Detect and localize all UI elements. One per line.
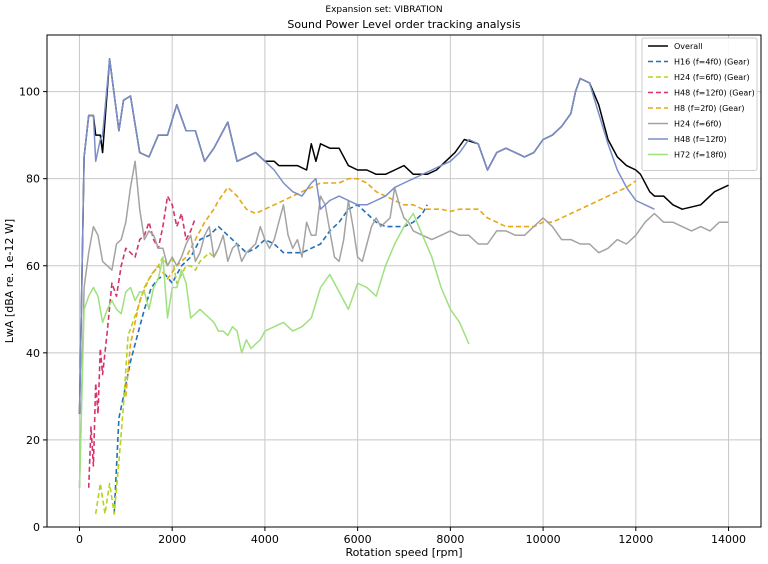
x-tick-label: 2000 <box>158 533 186 546</box>
chart-title: Sound Power Level order tracking analysi… <box>287 18 521 31</box>
y-tick-label: 0 <box>33 521 40 534</box>
y-axis-label: LwA [dBA re. 1e-12 W] <box>3 219 16 343</box>
x-tick-label: 6000 <box>344 533 372 546</box>
y-tick-label: 20 <box>26 434 40 447</box>
series-line-4 <box>125 177 637 397</box>
y-tick-label: 80 <box>26 173 40 186</box>
series-line-7 <box>78 212 470 488</box>
ticks: 0 2000 4000 6000 8000 10000 12000 14000 0 20 40 60 8… <box>19 86 746 546</box>
legend-label: H24 (f=6f0) (Gear) <box>674 73 750 82</box>
legend-label: H72 (f=18f0) <box>674 151 727 160</box>
legend-label: H24 (f=6f0) <box>674 120 722 129</box>
y-tick-label: 40 <box>26 347 40 360</box>
series-line-6 <box>78 58 655 414</box>
legend: Overall H16 (f=4f0) (Gear) H24 (f=6f0) (Ge… <box>641 37 758 171</box>
x-tick-label: 0 <box>76 533 83 546</box>
x-tick-label: 8000 <box>436 533 464 546</box>
legend-label: H16 (f=4f0) (Gear) <box>674 58 750 67</box>
legend-label: H48 (f=12f0) <box>674 135 727 144</box>
legend-label: Overall <box>674 42 703 51</box>
chart-suptitle: Expansion set: VIBRATION <box>325 5 442 15</box>
series-layer <box>78 58 729 515</box>
x-tick-label: 4000 <box>251 533 279 546</box>
plot-frame <box>46 34 762 528</box>
x-tick-label: 10000 <box>526 533 561 546</box>
legend-label: H48 (f=12f0) (Gear) <box>674 89 755 98</box>
y-tick-label: 60 <box>26 260 40 273</box>
x-tick-label: 12000 <box>618 533 653 546</box>
series-line-3 <box>87 195 197 488</box>
x-axis-label: Rotation speed [rpm] <box>345 546 462 559</box>
x-tick-label: 14000 <box>711 533 746 546</box>
series-line-2 <box>94 247 220 515</box>
legend-label: H8 (f=2f0) (Gear) <box>674 104 745 113</box>
legend-box <box>641 37 758 171</box>
y-tick-label: 100 <box>19 86 40 99</box>
